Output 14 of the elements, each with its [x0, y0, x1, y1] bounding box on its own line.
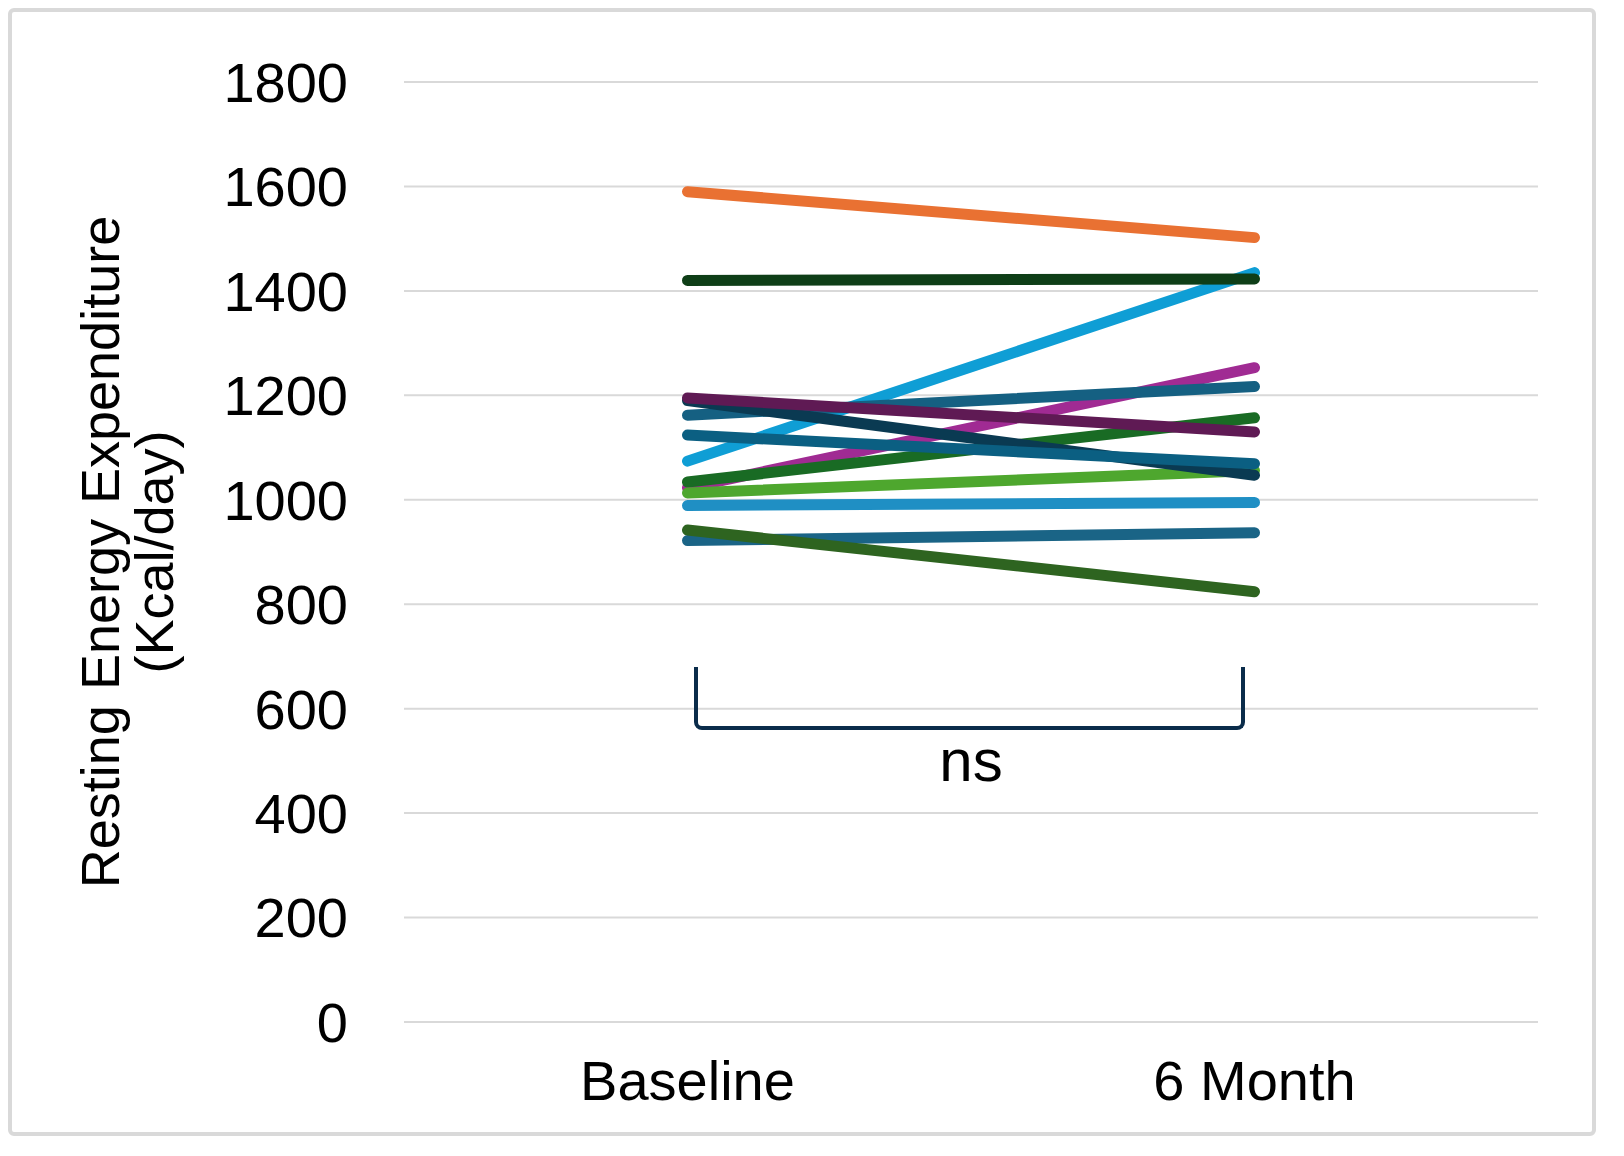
y-tick-label: 1600	[223, 155, 348, 219]
y-axis-title: Resting Energy Expenditure (Kcal/day)	[70, 214, 184, 891]
y-tick-label: 800	[254, 573, 348, 637]
y-tick-label: 1000	[223, 468, 348, 532]
x-tick-label: 6 Month	[1153, 1048, 1356, 1112]
x-tick-label: Baseline	[580, 1048, 795, 1112]
y-tick-label: 200	[254, 886, 348, 950]
y-tick-label: 0	[316, 990, 348, 1054]
y-tick-label: 600	[254, 677, 348, 741]
annotation: ns	[938, 726, 1004, 794]
y-tick-label: 400	[254, 781, 348, 845]
y-tick-label: 1200	[223, 364, 348, 428]
y-tick-label: 1800	[223, 50, 348, 114]
y-tick-label: 1400	[223, 259, 348, 323]
